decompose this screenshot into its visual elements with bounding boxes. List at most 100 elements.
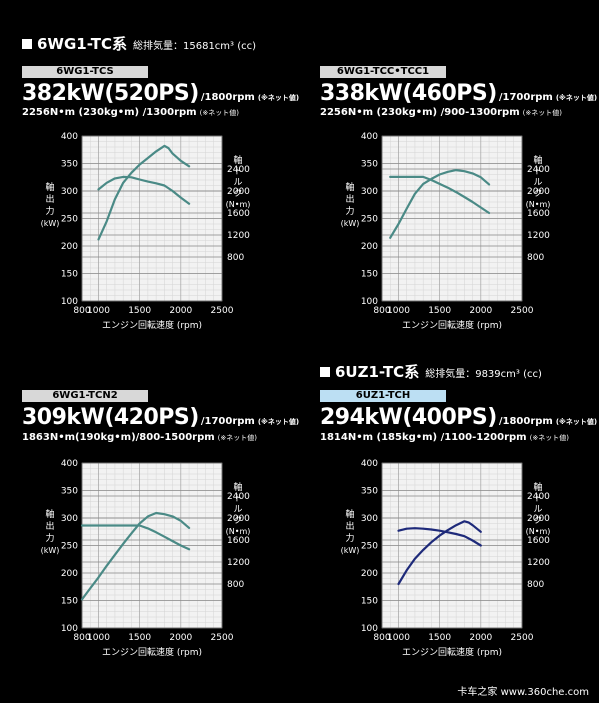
torque-value: 2256N•m (230kg•m) /900-1300rpm [320, 107, 520, 118]
power-value: 338kW(460PS) [320, 81, 497, 106]
plot-border [81, 135, 223, 302]
y2-axis-label: ト [533, 494, 542, 504]
plot-border [381, 135, 523, 302]
power-spec: 338kW(460PS)/1700rpm (※ネット値) [320, 81, 597, 106]
y2-tick-label: 800 [227, 253, 244, 263]
y2-tick-label: 1200 [527, 558, 550, 568]
power-spec: 382kW(520PS)/1800rpm (※ネット値) [22, 81, 299, 106]
y-tick-label: 150 [61, 597, 78, 607]
section-header-6uz1: 6UZ1-TC系 総排気量：9839cm³ (cc) [320, 361, 542, 382]
torque-value: 1814N•m (185kg•m) /1100-1200rpm [320, 432, 527, 443]
y2-axis-label: (N•m) [226, 200, 251, 209]
y2-axis-label: 軸 [533, 154, 542, 166]
plot-border [81, 462, 223, 629]
section-label: 6WG1-TC系 [37, 35, 127, 53]
y-tick-label: 100 [61, 297, 78, 307]
y2-tick-label: 2000 [227, 187, 250, 197]
y-axis-label: (kW) [41, 219, 60, 228]
x-tick-label: 2000 [169, 306, 192, 316]
power-spec: 294kW(400PS)/1800rpm (※ネット値) [320, 405, 597, 430]
y-axis-label: 出 [345, 520, 354, 532]
y2-tick-label: 800 [527, 580, 544, 590]
y2-tick-label: 1600 [527, 536, 550, 546]
x-axis-label: エンジン回転速度 (rpm) [102, 646, 202, 658]
torque-value: 2256N•m (230kg•m) /1300rpm [22, 107, 197, 118]
y-tick-label: 100 [361, 624, 378, 634]
y-axis-label: (kW) [41, 546, 60, 555]
x-axis-label: エンジン回転速度 (rpm) [102, 319, 202, 331]
torque-note: (※ネット値) [522, 109, 562, 117]
torque-curve [97, 175, 191, 205]
x-tick-label: 800 [73, 633, 90, 643]
y2-tick-label: 2400 [227, 165, 250, 175]
power-rpm: /1700rpm [498, 92, 553, 103]
y2-tick-label: 1200 [227, 231, 250, 241]
y2-axis-label: (N•m) [526, 527, 551, 536]
x-axis-label: エンジン回転速度 (rpm) [402, 319, 502, 331]
y2-axis-label: 軸 [233, 154, 242, 166]
power-value: 382kW(520PS) [22, 81, 199, 106]
x-tick-label: 2500 [211, 633, 234, 643]
y-tick-label: 300 [361, 187, 378, 197]
y2-tick-label: 2400 [527, 165, 550, 175]
power-note: (※ネット値) [555, 418, 598, 426]
torque-curve [389, 175, 491, 215]
y-tick-label: 150 [361, 270, 378, 280]
power-rpm: /1800rpm [200, 92, 255, 103]
x-tick-label: 2000 [469, 306, 492, 316]
x-tick-label: 2000 [169, 633, 192, 643]
power-curve [80, 511, 191, 601]
power-value: 294kW(400PS) [320, 405, 497, 430]
y-tick-label: 400 [361, 132, 378, 142]
power-curve [97, 144, 191, 241]
y2-tick-label: 2400 [527, 492, 550, 502]
x-tick-label: 1500 [128, 306, 151, 316]
y2-axis-label: ル [233, 505, 242, 515]
y2-tick-label: 2000 [227, 514, 250, 524]
torque-note: (※ネット値) [217, 434, 257, 442]
torque-spec: 1863N•m(190kg•m)/800-1500rpm (※ネット値) [22, 432, 257, 443]
y2-axis-label: 軸 [233, 481, 242, 493]
y-axis-label: 力 [345, 205, 354, 217]
y2-axis-label: ト [533, 167, 542, 177]
y2-tick-label: 2400 [227, 492, 250, 502]
y-tick-label: 350 [361, 487, 378, 497]
y-tick-label: 350 [61, 487, 78, 497]
y-axis-label: 出 [45, 520, 54, 532]
model-tag: 6WG1-TCC•TCC1 [320, 66, 446, 78]
y2-axis-label: ク [533, 188, 542, 199]
square-bullet-icon [320, 367, 330, 377]
section-label: 6UZ1-TC系 [335, 363, 420, 381]
x-axis-label: エンジン回転速度 (rpm) [402, 646, 502, 658]
y2-axis-label: ル [233, 178, 242, 188]
y-axis-label: 出 [345, 193, 354, 205]
x-tick-label: 2500 [511, 306, 534, 316]
x-tick-label: 1000 [87, 306, 110, 316]
y-axis-label: 出 [45, 193, 54, 205]
y2-axis-label: ト [233, 167, 242, 177]
y2-axis-label: ク [233, 515, 242, 526]
displacement-text: 総排気量：9839cm³ (cc) [425, 369, 542, 380]
x-tick-label: 1000 [387, 633, 410, 643]
y-tick-label: 400 [361, 459, 378, 469]
model-tag: 6UZ1-TCH [320, 390, 446, 402]
y-tick-label: 300 [61, 514, 78, 524]
y-tick-label: 400 [61, 459, 78, 469]
y2-tick-label: 800 [227, 580, 244, 590]
y-axis-label: 軸 [45, 181, 54, 193]
y-tick-label: 350 [361, 160, 378, 170]
y2-tick-label: 2000 [527, 514, 550, 524]
square-bullet-icon [22, 39, 32, 49]
y-tick-label: 400 [61, 132, 78, 142]
torque-note: (※ネット値) [199, 109, 239, 117]
y2-axis-label: (N•m) [226, 527, 251, 536]
y-tick-label: 300 [61, 187, 78, 197]
torque-curve [80, 524, 191, 551]
y2-tick-label: 1600 [227, 209, 250, 219]
plot-border [381, 462, 523, 629]
y-tick-label: 250 [61, 542, 78, 552]
y2-axis-label: ル [533, 178, 542, 188]
